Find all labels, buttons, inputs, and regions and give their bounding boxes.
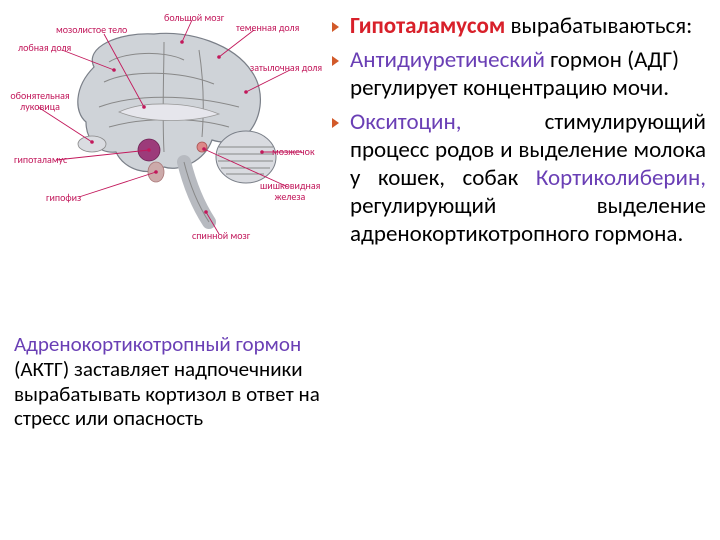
bullet-3-term1: Окситоцин, (350, 108, 462, 136)
slide: мозолистое тело лобная доля обонятельная… (0, 0, 720, 540)
acth-paragraph: Адренокортикотропный гормон (АКТГ) заста… (14, 332, 322, 431)
label-pineal: шишковидная железа (260, 180, 320, 202)
bullet-1-rest: вырабатываються: (505, 12, 692, 40)
label-occipital-lobe: затылочная доля (250, 62, 322, 73)
label-cerebrum: большой мозг (164, 12, 224, 23)
label-spinal-cord: спинной мозг (192, 230, 250, 241)
label-cerebellum: мозжечок (272, 146, 315, 157)
bullet-3-term2: Кортиколиберин, (536, 164, 706, 192)
bullet-2: Антидиуретический гормон (АДГ) регулируе… (330, 46, 706, 102)
label-corpus-callosum: мозолистое тело (56, 24, 127, 35)
left-column: мозолистое тело лобная доля обонятельная… (14, 12, 322, 540)
brain-diagram: мозолистое тело лобная доля обонятельная… (14, 12, 314, 252)
acth-term: Адренокортикотропный гормон (14, 331, 301, 357)
bullet-3: Окситоцин, стимулирующий процесс родов и… (330, 108, 706, 248)
bullet-3-rest: регулирующий выделение адренокортикотроп… (350, 192, 706, 248)
label-parietal-lobe: теменная доля (236, 22, 299, 33)
bullet-1: Гипоталамусом вырабатываються: (330, 12, 706, 40)
label-pituitary: гипофиз (46, 192, 81, 203)
bullet-1-term: Гипоталамусом (350, 12, 505, 40)
label-olfactory-bulb: обонятельная луковица (10, 90, 70, 112)
bullet-list: Гипоталамусом вырабатываються: Антидиуре… (330, 12, 706, 248)
right-column: Гипоталамусом вырабатываються: Антидиуре… (322, 12, 706, 540)
label-hypothalamus: гипоталамус (14, 154, 67, 165)
label-frontal-lobe: лобная доля (18, 42, 71, 53)
acth-rest: (АКТГ) заставляет надпочечники вырабатыв… (14, 356, 320, 432)
bullet-2-term: Антидиуретический (350, 46, 545, 74)
